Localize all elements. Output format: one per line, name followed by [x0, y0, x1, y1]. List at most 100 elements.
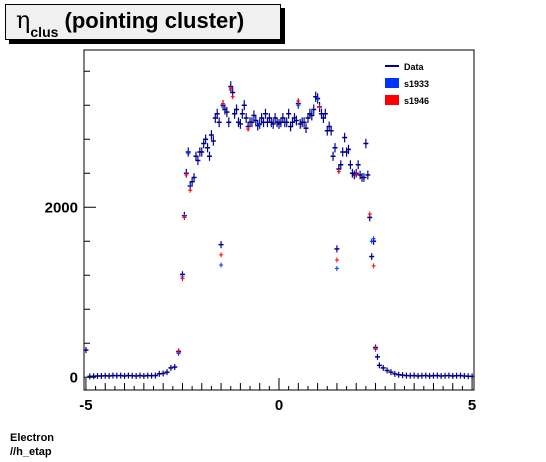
data-point: [239, 108, 245, 119]
series-layer: [83, 81, 475, 380]
data-point: [311, 104, 317, 115]
data-point: [363, 138, 369, 149]
legend-entry-s1933: s1933: [385, 78, 429, 89]
data-point: [216, 117, 222, 128]
data-point: [330, 151, 336, 161]
data-point: [210, 136, 216, 146]
data-point: [219, 262, 224, 268]
data-point: [208, 130, 214, 140]
data-point: [347, 160, 353, 170]
data-point: [286, 108, 292, 119]
data-point: [224, 107, 230, 118]
data-point: [293, 115, 299, 126]
data-point: [369, 238, 374, 244]
legend: Data s1933 s1946: [385, 62, 429, 106]
data-point: [234, 104, 240, 115]
data-point: [317, 104, 322, 110]
data-point: [249, 117, 255, 128]
data-point: [380, 364, 386, 371]
data-point: [176, 348, 181, 354]
data-point: [270, 119, 276, 129]
data-point: [203, 134, 209, 145]
data-point: [221, 101, 226, 107]
data-point: [354, 172, 359, 178]
chart-title: ηclus (pointing cluster): [16, 6, 244, 40]
data-point: [332, 143, 338, 153]
data-point: [296, 102, 301, 108]
data-point: [164, 369, 170, 376]
data-point: [371, 263, 376, 269]
data-point: [388, 369, 394, 376]
chart-title-box: ηclus (pointing cluster): [5, 4, 281, 40]
data-point: [284, 117, 290, 128]
data-point: [168, 364, 174, 371]
data-point: [338, 160, 344, 170]
data-point: [334, 265, 339, 271]
series-s1946: [176, 85, 378, 354]
legend-entry-data: Data: [385, 62, 425, 72]
data-point: [219, 252, 224, 258]
legend-label: s1933: [404, 79, 429, 89]
data-point: [228, 85, 233, 91]
data-point: [392, 370, 398, 377]
data-point: [188, 183, 193, 189]
data-point: [334, 245, 340, 253]
data-point: [334, 257, 339, 263]
series-s1933: [176, 87, 378, 356]
legend-box-swatch: [385, 78, 399, 88]
data-point: [182, 214, 187, 220]
footer-histogram-path: //h_etap: [10, 446, 52, 458]
data-point: [369, 253, 375, 260]
title-symbol: η: [16, 6, 31, 34]
data-point: [205, 143, 211, 153]
data-point: [262, 108, 268, 119]
x-tick-label: 5: [468, 397, 476, 414]
data-point: [309, 110, 315, 121]
data-point: [296, 98, 301, 104]
title-main-text: (pointing cluster): [64, 8, 245, 33]
data-point: [251, 110, 257, 121]
data-point: [214, 108, 220, 119]
data-point: [218, 241, 224, 249]
data-point: [301, 117, 307, 128]
series-data: [83, 81, 475, 380]
data-point: [172, 364, 178, 371]
data-point: [188, 187, 193, 193]
data-point: [371, 236, 376, 242]
data-point: [376, 362, 382, 369]
y-tick-label: 2000: [45, 199, 78, 216]
data-point: [199, 147, 205, 157]
data-point: [206, 151, 212, 161]
data-point: [355, 160, 361, 170]
data-point: [180, 276, 185, 282]
data-point: [243, 113, 249, 123]
data-point: [241, 100, 247, 111]
data-point: [315, 96, 320, 102]
data-point: [346, 144, 352, 155]
data-point: [230, 94, 235, 100]
data-point: [374, 353, 380, 360]
data-point: [336, 169, 341, 175]
data-point: [257, 122, 262, 128]
data-point: [328, 125, 334, 136]
legend-label: Data: [404, 62, 425, 72]
legend-label: s1946: [404, 96, 429, 106]
y-tick-label: 0: [70, 369, 78, 386]
x-tick-label: -5: [79, 397, 92, 414]
data-point: [83, 347, 89, 354]
legend-entry-s1946: s1946: [385, 95, 429, 106]
data-point: [186, 151, 191, 157]
data-point: [361, 173, 367, 182]
data-point: [152, 372, 158, 379]
data-point: [160, 370, 166, 377]
data-point: [303, 123, 309, 134]
data-point: [342, 132, 348, 143]
data-point: [367, 211, 372, 217]
legend-box-swatch: [385, 95, 399, 105]
data-point: [226, 117, 232, 128]
data-point: [195, 155, 201, 166]
x-tick-label: 0: [275, 397, 283, 414]
data-point: [184, 172, 189, 178]
